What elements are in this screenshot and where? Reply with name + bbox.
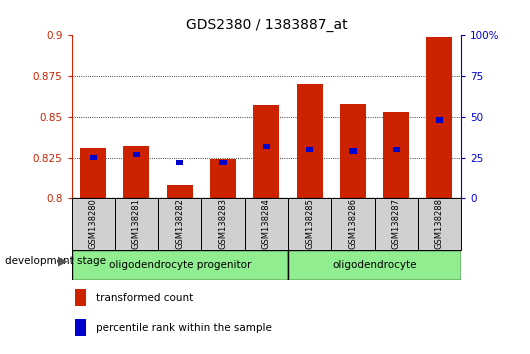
Bar — [123, 146, 149, 198]
Bar — [75, 289, 86, 306]
Text: GSM138283: GSM138283 — [218, 198, 227, 250]
FancyBboxPatch shape — [245, 198, 288, 250]
FancyBboxPatch shape — [288, 198, 331, 250]
Bar — [340, 104, 366, 198]
FancyBboxPatch shape — [375, 198, 418, 250]
Bar — [297, 84, 323, 198]
Bar — [349, 148, 357, 154]
Bar — [219, 160, 227, 165]
Bar — [90, 155, 97, 160]
Text: GSM138284: GSM138284 — [262, 199, 271, 249]
Bar — [393, 147, 400, 152]
FancyBboxPatch shape — [72, 250, 288, 280]
Text: GSM138281: GSM138281 — [132, 199, 141, 249]
Text: ▶: ▶ — [58, 255, 67, 268]
FancyBboxPatch shape — [72, 198, 115, 250]
Text: GSM138282: GSM138282 — [175, 199, 184, 249]
Bar — [167, 185, 193, 198]
Bar — [210, 159, 236, 198]
Text: oligodendrocyte progenitor: oligodendrocyte progenitor — [109, 259, 251, 270]
FancyBboxPatch shape — [418, 198, 461, 250]
FancyBboxPatch shape — [158, 198, 201, 250]
Bar — [253, 105, 279, 198]
Text: oligodendrocyte: oligodendrocyte — [332, 259, 417, 270]
Text: transformed count: transformed count — [96, 293, 193, 303]
Bar — [383, 112, 409, 198]
Bar — [427, 37, 453, 198]
Text: GSM138288: GSM138288 — [435, 198, 444, 250]
Text: GSM138286: GSM138286 — [348, 198, 357, 250]
Bar — [306, 147, 313, 152]
Text: GSM138287: GSM138287 — [392, 198, 401, 250]
FancyBboxPatch shape — [115, 198, 158, 250]
Bar — [436, 118, 443, 123]
Text: development stage: development stage — [5, 256, 107, 266]
Bar — [75, 319, 86, 336]
FancyBboxPatch shape — [288, 250, 461, 280]
Bar — [263, 143, 270, 149]
Text: GSM138280: GSM138280 — [89, 199, 98, 249]
Bar — [133, 152, 140, 157]
Title: GDS2380 / 1383887_at: GDS2380 / 1383887_at — [186, 18, 347, 32]
FancyBboxPatch shape — [331, 198, 375, 250]
Text: GSM138285: GSM138285 — [305, 199, 314, 249]
Text: percentile rank within the sample: percentile rank within the sample — [96, 323, 272, 333]
Bar — [80, 148, 106, 198]
Bar — [176, 160, 183, 165]
FancyBboxPatch shape — [201, 198, 245, 250]
